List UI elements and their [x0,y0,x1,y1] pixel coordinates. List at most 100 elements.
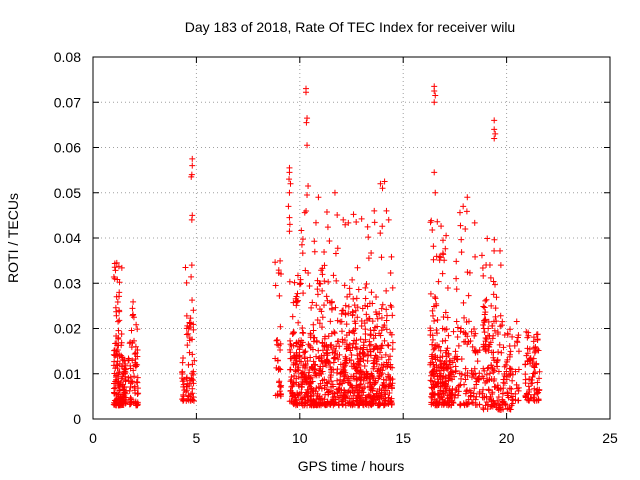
data-point [473,381,480,388]
data-point [318,267,325,274]
data-point [328,305,335,312]
data-point [113,376,120,383]
data-point [440,251,447,258]
data-point [434,330,441,337]
data-point [482,379,489,386]
data-point [367,401,374,408]
data-point [487,403,494,410]
data-point [482,316,489,323]
data-point [372,343,379,350]
data-point [342,302,349,309]
data-point [190,368,197,375]
data-point [355,286,362,293]
data-point [304,142,311,149]
data-point [494,385,501,392]
data-point [351,330,358,337]
data-point [339,380,346,387]
data-point [311,372,318,379]
data-point [445,375,452,382]
data-point [444,314,451,321]
data-point [388,303,395,310]
data-point [287,378,294,385]
data-point [474,358,481,365]
data-point [118,375,125,382]
data-point [494,363,501,370]
data-point [189,361,196,368]
data-point [288,355,295,362]
data-point [358,380,365,387]
data-point [368,249,375,256]
data-point [351,389,358,396]
data-point [389,346,396,353]
data-point [327,372,334,379]
data-point [348,357,355,364]
data-point [381,322,388,329]
data-point [501,400,508,407]
data-point [388,385,395,392]
y-tick-label: 0.08 [54,49,81,65]
data-point [350,327,357,334]
data-point [387,353,394,360]
data-point [431,366,438,373]
data-point [515,366,522,373]
data-point [437,254,444,261]
data-point [321,262,328,269]
data-point [351,363,358,370]
data-point [463,388,470,395]
data-point [179,359,186,366]
data-point [351,302,358,309]
data-point [381,383,388,390]
data-point [534,346,541,353]
data-point [356,362,363,369]
data-point [492,313,499,320]
data-point [301,379,308,386]
data-point [317,365,324,372]
data-point [338,310,345,317]
data-point [445,395,452,402]
data-point [294,272,301,279]
data-point [513,318,520,325]
data-point [127,394,134,401]
data-point [321,343,328,350]
data-point [363,371,370,378]
data-point [335,394,342,401]
data-point [491,126,498,133]
data-point [511,342,518,349]
data-point [367,352,374,359]
data-point [456,401,463,408]
data-point [479,373,486,380]
data-point [133,321,140,328]
data-point [530,338,537,345]
data-point [324,350,331,357]
data-point [355,392,362,399]
data-point [382,391,389,398]
data-point [337,361,344,368]
data-point [464,387,471,394]
data-point [442,349,449,356]
data-point [288,398,295,405]
data-point [115,318,122,325]
data-point [353,397,360,404]
data-point [358,389,365,396]
data-point [301,374,308,381]
data-point [529,374,536,381]
data-point [379,223,386,230]
data-point [506,343,513,350]
data-point [334,377,341,384]
data-point [461,314,468,321]
data-point [442,245,449,252]
data-point [276,365,283,372]
data-point [294,290,301,297]
data-point [111,370,118,377]
data-point [434,218,441,225]
data-point [310,402,317,409]
data-point [447,392,454,399]
data-point [460,400,467,407]
data-point [112,384,119,391]
data-point [310,358,317,365]
data-point [432,370,439,377]
data-point [483,262,490,269]
data-point [112,267,119,274]
data-point [323,362,330,369]
data-point [351,373,358,380]
